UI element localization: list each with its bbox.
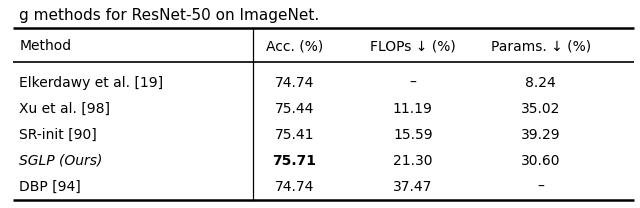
Text: FLOPs ↓ (%): FLOPs ↓ (%): [370, 39, 456, 53]
Text: 74.74: 74.74: [275, 180, 314, 194]
Text: DBP [94]: DBP [94]: [19, 180, 81, 194]
Text: 37.47: 37.47: [393, 180, 433, 194]
Text: Params. ↓ (%): Params. ↓ (%): [491, 39, 591, 53]
Text: 8.24: 8.24: [525, 76, 556, 90]
Text: Elkerdawy et al. [19]: Elkerdawy et al. [19]: [19, 76, 163, 90]
Text: 39.29: 39.29: [521, 128, 561, 142]
Text: 15.59: 15.59: [393, 128, 433, 142]
Text: 75.44: 75.44: [275, 102, 314, 116]
Text: 11.19: 11.19: [393, 102, 433, 116]
Text: –: –: [410, 76, 416, 90]
Text: 74.74: 74.74: [275, 76, 314, 90]
Text: Xu et al. [98]: Xu et al. [98]: [19, 102, 110, 116]
Text: 75.71: 75.71: [273, 154, 316, 168]
Text: 30.60: 30.60: [521, 154, 561, 168]
Text: g methods for ResNet-50 on ImageNet.: g methods for ResNet-50 on ImageNet.: [19, 8, 319, 23]
Text: SR-init [90]: SR-init [90]: [19, 128, 97, 142]
Text: –: –: [538, 180, 544, 194]
Text: 35.02: 35.02: [521, 102, 561, 116]
Text: Method: Method: [19, 39, 71, 53]
Text: SGLP (Ours): SGLP (Ours): [19, 154, 102, 168]
Text: Acc. (%): Acc. (%): [266, 39, 323, 53]
Text: 75.41: 75.41: [275, 128, 314, 142]
Text: 21.30: 21.30: [393, 154, 433, 168]
